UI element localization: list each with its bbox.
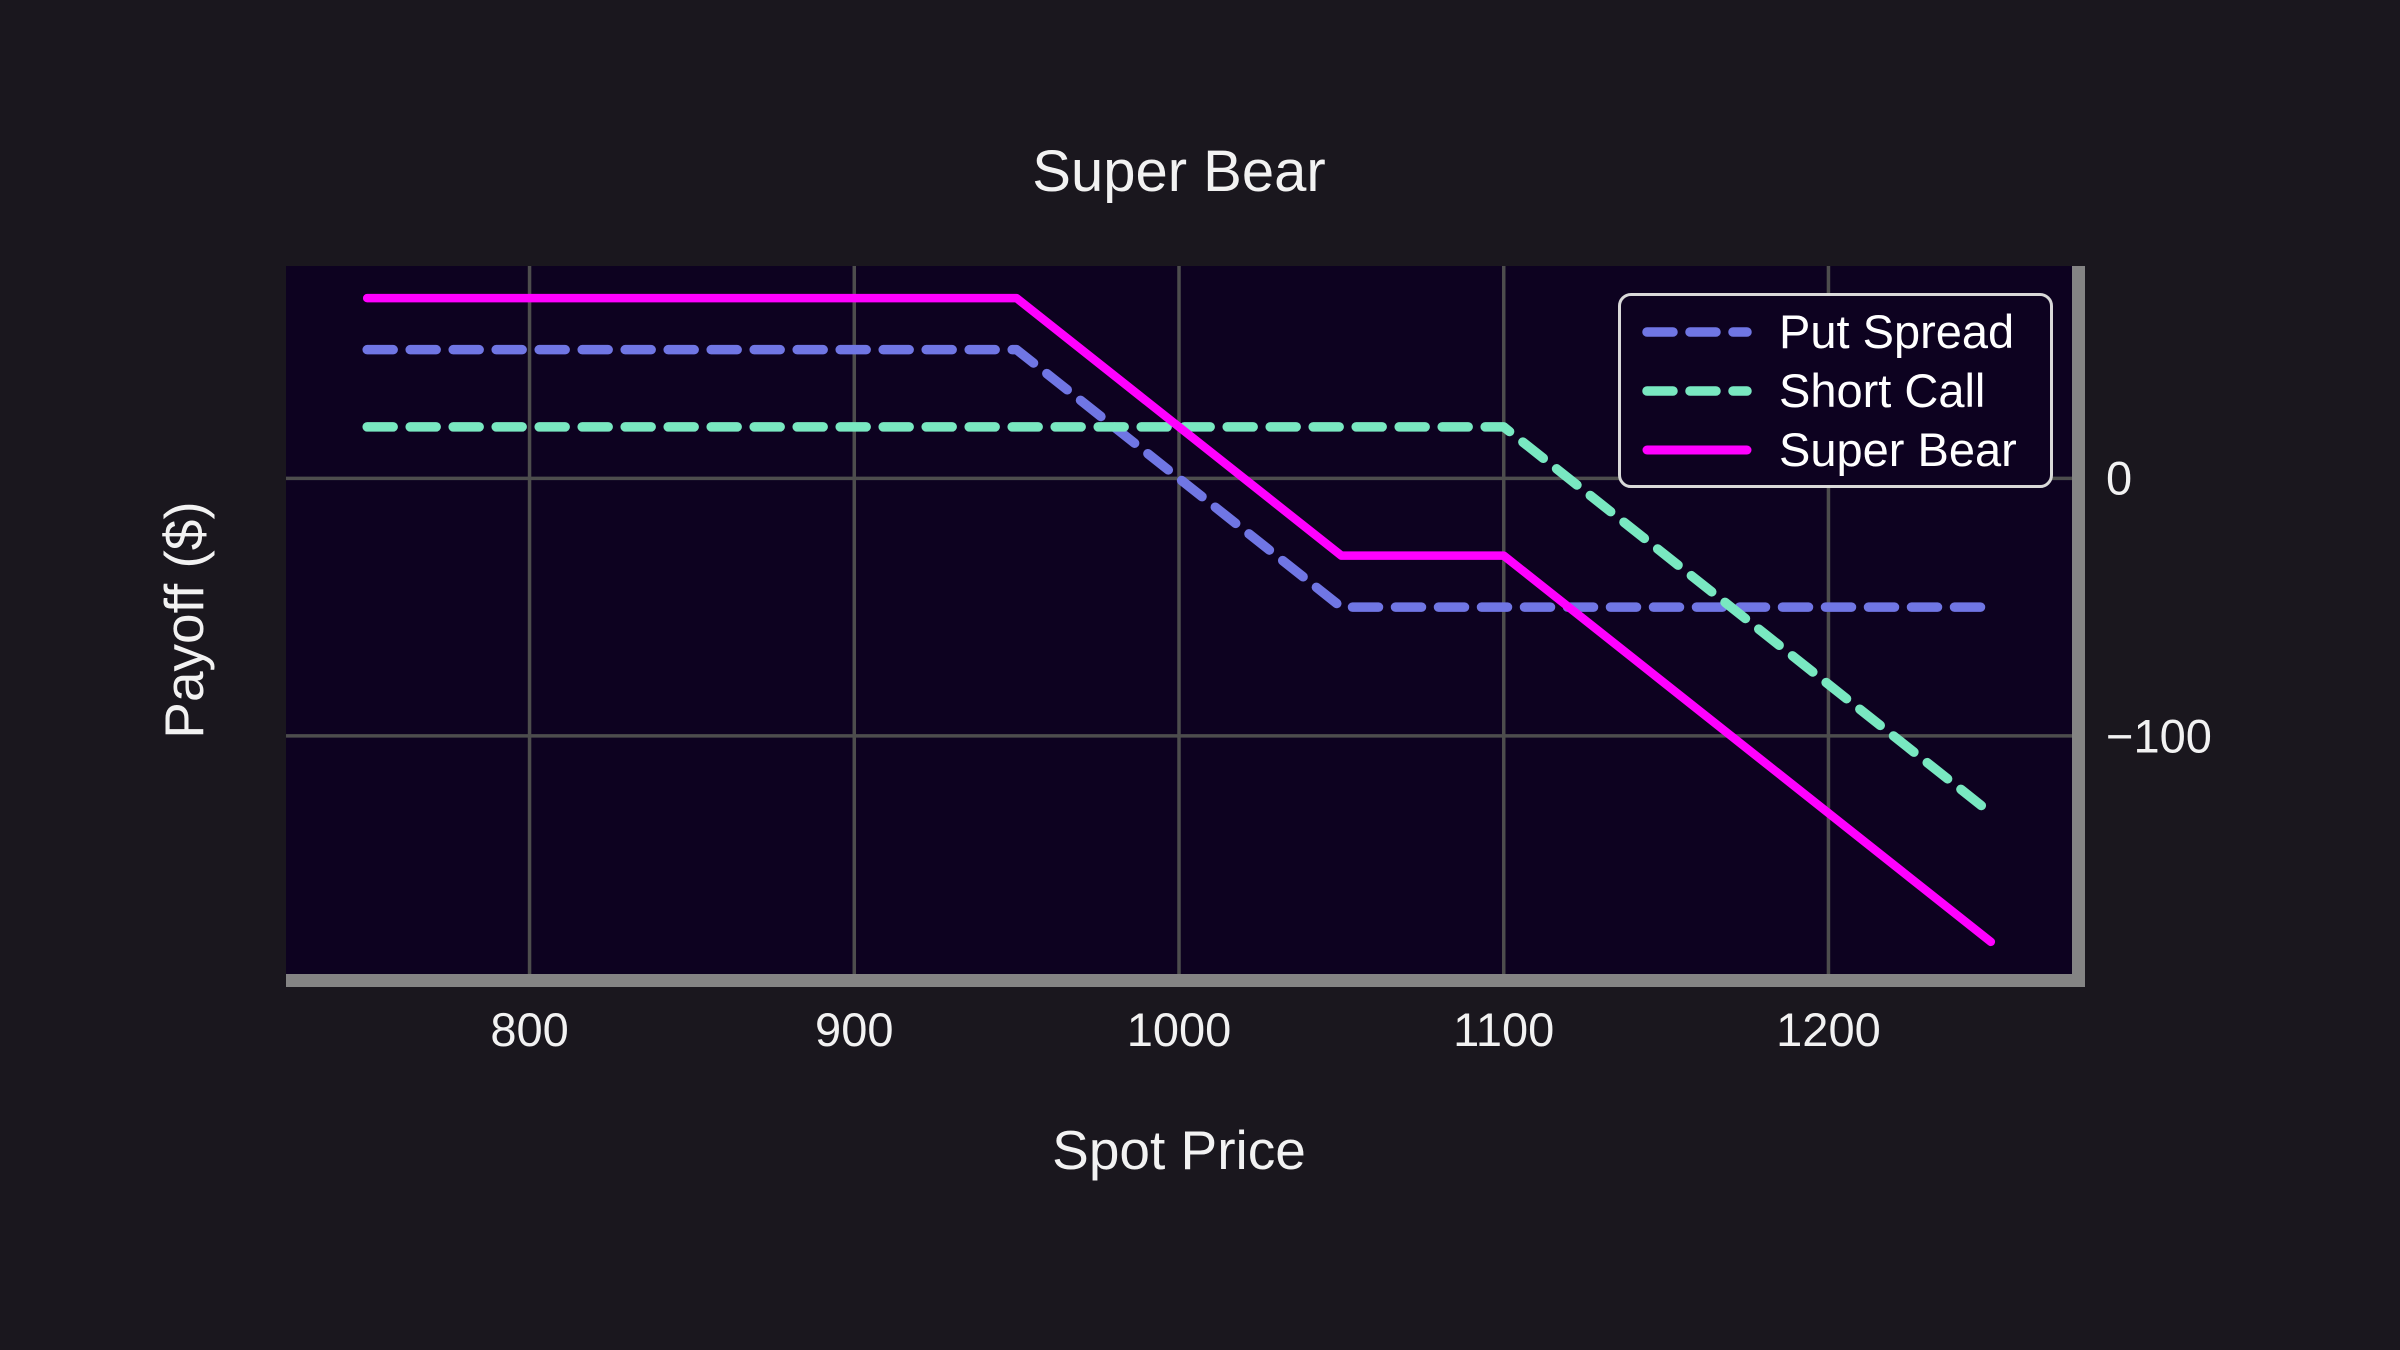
series-line-put-spread [362, 344, 1996, 612]
spine-right [2072, 266, 2085, 974]
legend: Put Spread Short Call Super Bear [1618, 293, 2053, 488]
y-tick-label-0: 0 [2106, 451, 2133, 505]
legend-swatch-short-call [1642, 385, 1752, 396]
x-tick-label-1100: 1100 [1453, 1003, 1555, 1056]
x-tick-label-800: 800 [490, 1003, 569, 1056]
legend-item-super-bear: Super Bear [1641, 422, 2050, 477]
legend-item-put-spread: Put Spread [1641, 304, 2050, 359]
x-tick-label-1200: 1200 [1776, 1003, 1881, 1056]
legend-label-super-bear: Super Bear [1779, 423, 2017, 476]
y-axis-label: Payoff ($) [153, 501, 215, 739]
legend-swatch-super-bear [1642, 445, 1752, 454]
x-tick-label-1000: 1000 [1126, 1003, 1232, 1056]
series-line-short-call [362, 422, 1996, 818]
legend-item-short-call: Short Call [1641, 363, 2050, 418]
legend-swatch-put-spread [1642, 326, 1752, 337]
series-line-super-bear [362, 293, 1996, 947]
x-tick-label-900: 900 [815, 1003, 894, 1056]
y-tick-label--100: −100 [2106, 709, 2212, 763]
chart-title: Super Bear [1032, 139, 1326, 204]
x-axis-label: Spot Price [1052, 1119, 1306, 1181]
spine-bottom [286, 974, 2085, 987]
legend-label-short-call: Short Call [1779, 364, 1986, 417]
legend-label-put-spread: Put Spread [1779, 305, 2015, 358]
